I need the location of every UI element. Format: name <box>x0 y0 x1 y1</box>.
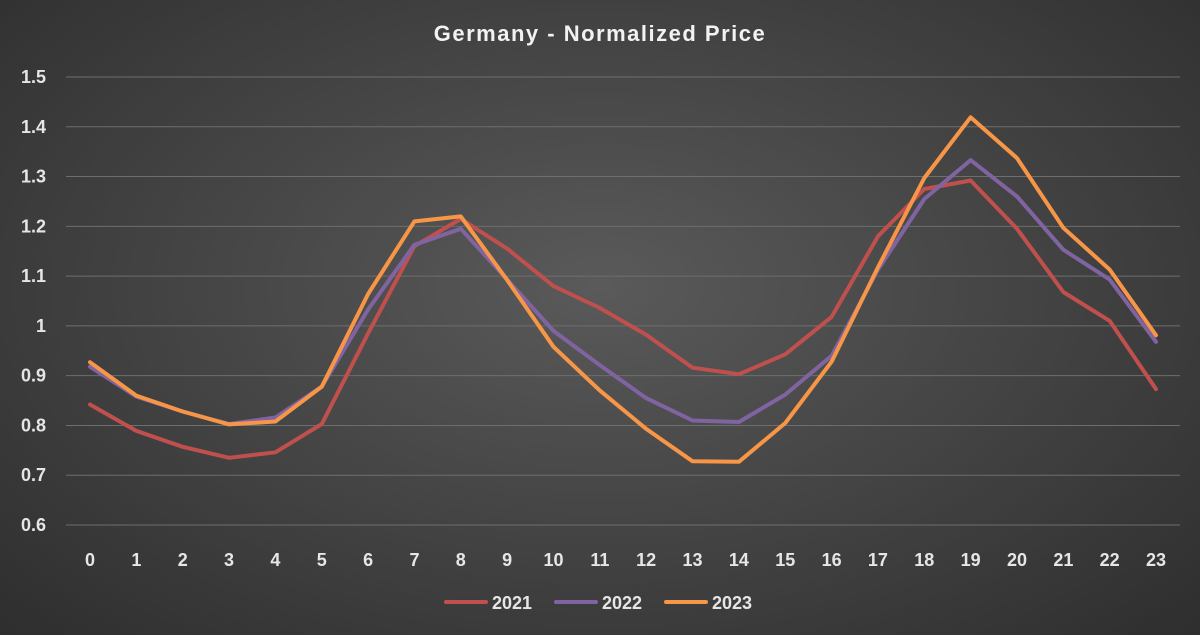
gridlines <box>66 76 1180 526</box>
series-line-2022 <box>88 158 1158 426</box>
x-tick-label: 3 <box>224 550 234 570</box>
y-tick-label: 0.9 <box>21 366 46 386</box>
x-tick-label: 20 <box>1007 550 1027 570</box>
x-tick-label: 22 <box>1100 550 1120 570</box>
x-tick-label: 14 <box>729 550 749 570</box>
x-tick-label: 16 <box>822 550 842 570</box>
x-tick-label: 12 <box>636 550 656 570</box>
x-tick-label: 17 <box>868 550 888 570</box>
x-tick-label: 19 <box>961 550 981 570</box>
x-axis-tick-labels: 0 1 2 3 4 5 6 7 8 9 10 11 12 13 14 15 16 17 18 19 20 21 22 23 <box>85 550 1166 570</box>
x-tick-label: 2 <box>178 550 188 570</box>
y-tick-label: 1.2 <box>21 216 46 236</box>
x-tick-label: 1 <box>131 550 141 570</box>
x-tick-label: 5 <box>317 550 327 570</box>
x-tick-label: 23 <box>1146 550 1166 570</box>
y-tick-label: 1.3 <box>21 167 46 187</box>
chart-title: Germany - Normalized Price <box>434 21 766 46</box>
legend: 2021 2022 2023 <box>444 593 752 613</box>
x-tick-label: 21 <box>1053 550 1073 570</box>
y-tick-label: 1.4 <box>21 117 46 137</box>
y-tick-label: 0.7 <box>21 465 46 485</box>
x-tick-label: 8 <box>456 550 466 570</box>
legend-label-2023: 2023 <box>712 593 752 613</box>
x-tick-label: 0 <box>85 550 95 570</box>
legend-label-2021: 2021 <box>492 593 532 613</box>
x-tick-label: 7 <box>409 550 419 570</box>
y-tick-label: 0.6 <box>21 515 46 535</box>
x-tick-label: 4 <box>270 550 280 570</box>
y-tick-label: 0.8 <box>21 415 46 435</box>
x-tick-label: 6 <box>363 550 373 570</box>
x-tick-label: 13 <box>683 550 703 570</box>
series-lines <box>88 115 1158 464</box>
x-tick-label: 15 <box>775 550 795 570</box>
x-tick-label: 11 <box>590 550 609 570</box>
y-tick-label: 1.5 <box>21 67 46 87</box>
x-tick-label: 10 <box>543 550 563 570</box>
y-tick-label: 1.1 <box>21 266 46 286</box>
x-tick-label: 9 <box>502 550 512 570</box>
y-tick-label: 1 <box>36 316 46 336</box>
y-axis-tick-labels: 0.6 0.7 0.8 0.9 1 1.1 1.2 1.3 1.4 1.5 <box>21 67 46 535</box>
series-line-2023 <box>88 115 1158 464</box>
legend-label-2022: 2022 <box>602 593 642 613</box>
x-tick-label: 18 <box>914 550 934 570</box>
series-line-2021 <box>88 178 1158 460</box>
